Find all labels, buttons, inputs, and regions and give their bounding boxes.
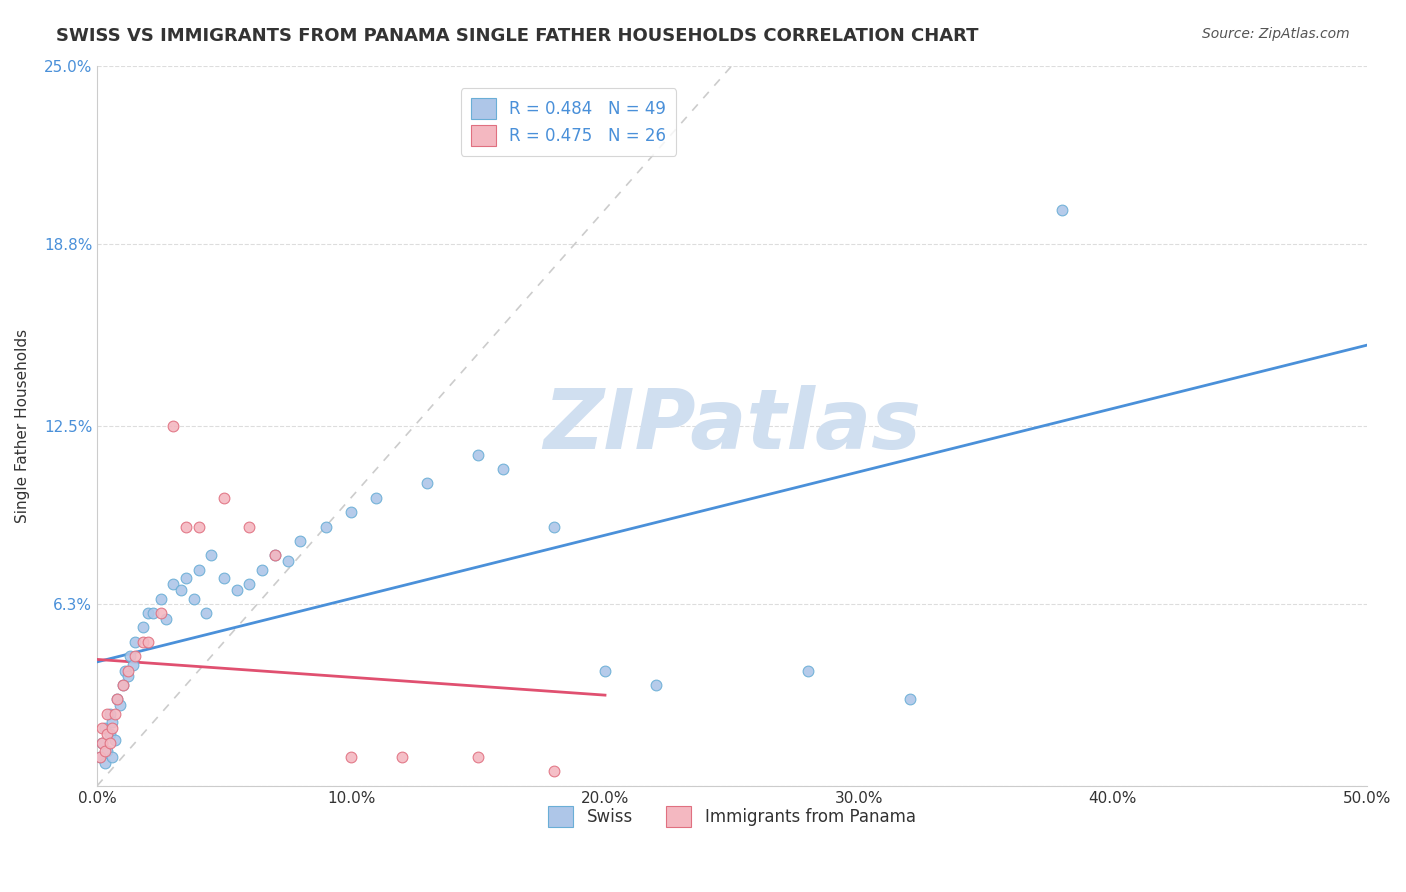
Point xyxy=(98,706,121,721)
Point xyxy=(89,750,111,764)
Point xyxy=(593,664,616,678)
Point xyxy=(107,692,129,706)
Point xyxy=(174,519,197,533)
Point xyxy=(117,664,139,678)
Point xyxy=(225,582,247,597)
Point xyxy=(91,721,114,735)
Point xyxy=(149,591,172,606)
Point xyxy=(101,715,124,730)
Point xyxy=(162,577,184,591)
Point xyxy=(644,678,666,692)
Point xyxy=(366,491,388,505)
Point xyxy=(212,571,235,585)
Point xyxy=(121,657,143,672)
Point xyxy=(264,549,287,563)
Point xyxy=(124,649,146,664)
Point xyxy=(543,519,565,533)
Point xyxy=(142,606,165,620)
Point xyxy=(98,735,121,749)
Point xyxy=(195,606,218,620)
Point xyxy=(136,606,159,620)
Point xyxy=(114,664,136,678)
Point xyxy=(98,727,121,741)
Point xyxy=(238,577,260,591)
Point xyxy=(290,533,312,548)
Point xyxy=(174,571,197,585)
Point xyxy=(108,698,131,712)
Point xyxy=(91,735,114,749)
Point xyxy=(340,750,363,764)
Point xyxy=(89,750,111,764)
Text: SWISS VS IMMIGRANTS FROM PANAMA SINGLE FATHER HOUSEHOLDS CORRELATION CHART: SWISS VS IMMIGRANTS FROM PANAMA SINGLE F… xyxy=(56,27,979,45)
Point xyxy=(93,721,115,735)
Point xyxy=(200,549,222,563)
Point xyxy=(155,612,177,626)
Point xyxy=(107,692,129,706)
Point xyxy=(187,519,209,533)
Point xyxy=(101,721,124,735)
Point xyxy=(264,549,287,563)
Point xyxy=(91,735,114,749)
Point xyxy=(391,750,413,764)
Point xyxy=(124,634,146,648)
Point xyxy=(96,744,118,758)
Point xyxy=(93,756,115,770)
Point xyxy=(120,649,142,664)
Point xyxy=(101,750,124,764)
Text: ZIPatlas: ZIPatlas xyxy=(543,385,921,467)
Point xyxy=(111,678,134,692)
Point xyxy=(117,669,139,683)
Point xyxy=(315,519,337,533)
Point xyxy=(1050,202,1073,217)
Text: Source: ZipAtlas.com: Source: ZipAtlas.com xyxy=(1202,27,1350,41)
Y-axis label: Single Father Households: Single Father Households xyxy=(15,328,30,523)
Point xyxy=(250,563,273,577)
Point xyxy=(467,750,489,764)
Point xyxy=(111,678,134,692)
Point xyxy=(543,764,565,779)
Point xyxy=(340,505,363,519)
Point xyxy=(96,727,118,741)
Point xyxy=(132,634,155,648)
Point xyxy=(162,418,184,433)
Point xyxy=(238,519,260,533)
Point xyxy=(187,563,209,577)
Point xyxy=(492,462,515,476)
Point xyxy=(170,582,193,597)
Legend: Swiss, Immigrants from Panama: Swiss, Immigrants from Panama xyxy=(540,798,924,835)
Point xyxy=(898,692,921,706)
Point xyxy=(136,634,159,648)
Point xyxy=(104,706,127,721)
Point xyxy=(183,591,205,606)
Point xyxy=(93,744,115,758)
Point xyxy=(277,554,299,568)
Point xyxy=(104,732,127,747)
Point xyxy=(212,491,235,505)
Point xyxy=(467,448,489,462)
Point xyxy=(132,620,155,634)
Point xyxy=(797,664,820,678)
Point xyxy=(149,606,172,620)
Point xyxy=(416,476,439,491)
Point xyxy=(96,706,118,721)
